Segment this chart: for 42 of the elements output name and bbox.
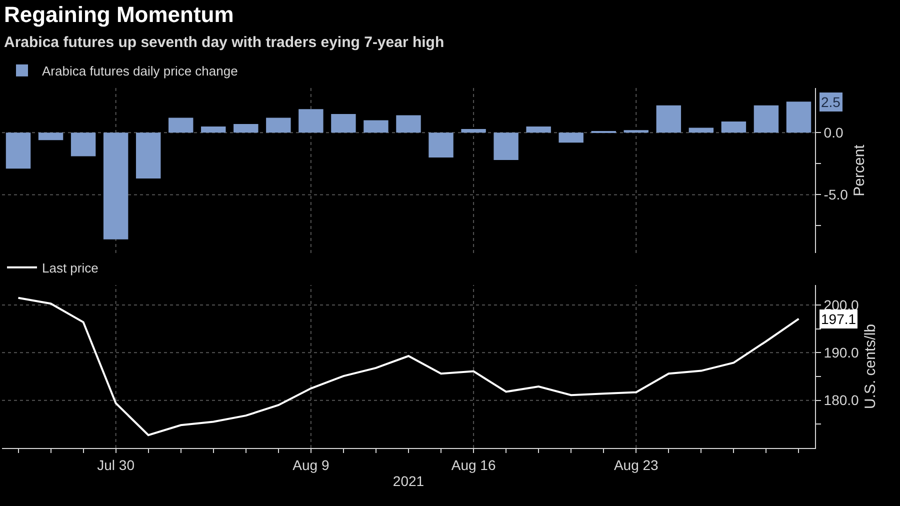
bar [656, 105, 682, 133]
x-axis-title: 2021 [392, 473, 424, 490]
chart-title: Regaining Momentum [4, 2, 234, 27]
bar [331, 114, 356, 133]
bar [103, 132, 128, 240]
text: 2.5 [821, 94, 841, 110]
bar [461, 128, 486, 133]
x-tick-label: Jul 30 [97, 456, 135, 473]
bar [6, 132, 31, 169]
bar [266, 118, 291, 133]
line-series [17, 296, 800, 436]
x-tick-label: Aug 23 [614, 456, 659, 473]
bar [136, 132, 161, 179]
bar [70, 132, 96, 156]
y-axis-title: Percent [851, 144, 868, 196]
bar [526, 126, 551, 133]
bar [396, 115, 421, 133]
y-tick-label: -5.0 [824, 186, 848, 203]
y-tick-label: 190.0 [824, 344, 860, 361]
chart-subtitle: Arabica futures up seventh day with traders eying 7-year high [4, 34, 444, 51]
bar [428, 132, 454, 158]
bar [201, 126, 226, 133]
y-tick-label: 180.0 [824, 392, 860, 408]
legend-label: Arabica futures daily price change [42, 63, 238, 78]
bar [721, 122, 746, 133]
bar [494, 132, 518, 160]
bar [558, 132, 584, 143]
bar [624, 130, 648, 133]
bar [168, 118, 194, 133]
y-axis-title: U.S. cents/lb [862, 324, 880, 410]
x-tick-label: Aug 9 [292, 456, 330, 473]
bar [688, 128, 714, 133]
legend-label: Last price [42, 260, 98, 276]
text: 197.1 [821, 311, 856, 327]
bar [38, 132, 64, 140]
bar [754, 105, 779, 133]
bar [298, 109, 324, 133]
bar [364, 120, 388, 133]
bar [786, 102, 812, 133]
x-tick-label: Aug 16 [451, 456, 496, 473]
y-tick-label: 0.0 [824, 124, 844, 141]
bar [234, 124, 258, 133]
